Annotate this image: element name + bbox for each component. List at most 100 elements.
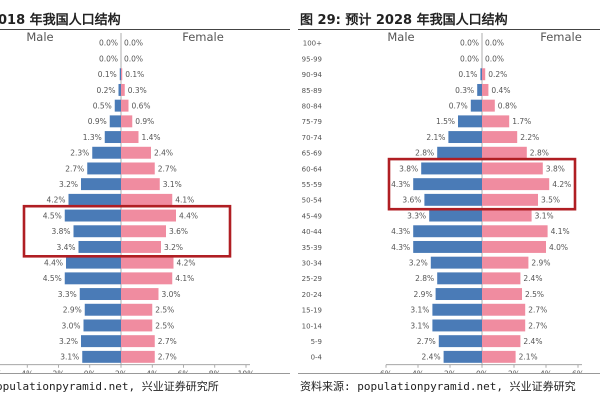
male-value-label: 0.0% (99, 39, 118, 48)
female-value-label: 0.0% (124, 39, 143, 48)
legend-female: Female (540, 31, 582, 44)
male-value-label: 4.3% (391, 243, 410, 252)
male-value-label: 2.9% (63, 306, 82, 315)
female-value-label: 2.1% (519, 353, 538, 362)
male-bar (114, 99, 121, 112)
male-bar (437, 272, 482, 285)
female-bar (121, 303, 153, 316)
age-group-label: 90-94 (302, 71, 323, 79)
male-bar (79, 288, 121, 301)
x-tick-label: 4% (21, 370, 33, 373)
age-group-label: 45-49 (302, 212, 322, 220)
female-bar (482, 162, 543, 175)
source-rule-left (0, 373, 290, 374)
male-bar (432, 303, 482, 316)
male-value-label: 2.8% (415, 274, 434, 283)
male-value-label: 0.7% (449, 101, 468, 110)
female-bar (121, 99, 129, 112)
x-tick-label: 4% (146, 370, 158, 373)
male-bar (109, 115, 121, 128)
female-bar (482, 83, 489, 96)
male-bar (413, 225, 482, 238)
male-bar (118, 83, 121, 96)
female-bar (482, 209, 532, 222)
male-value-label: 4.3% (391, 180, 410, 189)
female-bar (121, 83, 125, 96)
female-bar (482, 193, 538, 206)
male-value-label: 0.5% (93, 101, 112, 110)
male-bar (421, 162, 482, 175)
female-value-label: 4.4% (179, 211, 198, 220)
female-value-label: 4.1% (175, 274, 194, 283)
female-value-label: 0.2% (488, 70, 507, 79)
female-value-label: 0.0% (485, 54, 504, 63)
female-value-label: 2.5% (155, 321, 174, 330)
female-bar (482, 68, 486, 81)
male-value-label: 3.1% (410, 306, 429, 315)
male-value-label: 3.8% (51, 227, 70, 236)
male-value-label: 3.0% (61, 321, 80, 330)
male-value-label: 3.8% (399, 164, 418, 173)
male-bar (413, 178, 482, 191)
female-bar (121, 68, 123, 81)
population-pyramid-2018: Male Female 0.0% 0.0% 0.0% 0.0% 0.1% 0.1% 0.2% 0.… (0, 31, 254, 373)
male-value-label: 3.6% (402, 196, 421, 205)
female-value-label: 2.7% (158, 337, 177, 346)
male-bar (64, 209, 121, 222)
source-note-right: 资料来源: populationpyramid.net, 兴业证券研究 (300, 380, 576, 393)
female-value-label: 2.4% (154, 149, 173, 158)
female-bar (482, 335, 521, 348)
age-group-label: 20-24 (302, 291, 323, 299)
male-value-label: 3.3% (407, 211, 426, 220)
age-group-label: 80-84 (302, 102, 323, 110)
female-value-label: 2.7% (158, 353, 177, 362)
x-tick-label: 6% (380, 370, 392, 373)
male-value-label: 4.3% (391, 227, 410, 236)
male-value-label: 2.1% (426, 133, 445, 142)
male-value-label: 0.1% (458, 70, 477, 79)
female-bar (121, 115, 133, 128)
x-tick-label: 4% (412, 370, 424, 373)
age-group-label: 75-79 (302, 118, 322, 126)
age-group-label: 95-99 (302, 55, 322, 63)
male-value-label: 2.9% (414, 290, 433, 299)
legend-male: Male (26, 31, 53, 44)
male-bar (81, 335, 121, 348)
female-bar (482, 288, 522, 301)
female-bar (121, 288, 159, 301)
female-bar (482, 178, 550, 191)
female-bar (482, 350, 516, 363)
female-bar (482, 131, 518, 144)
source-note-left: opulationpyramid.net, 兴业证券研究所 (0, 380, 219, 393)
female-value-label: 0.0% (124, 54, 143, 63)
female-bar (121, 209, 176, 222)
male-value-label: 0.9% (88, 117, 107, 126)
age-group-label: 85-89 (302, 87, 322, 95)
female-value-label: 3.6% (169, 227, 188, 236)
female-value-label: 0.8% (498, 101, 517, 110)
male-bar (438, 335, 482, 348)
male-bar (430, 256, 482, 269)
x-tick-label: 6% (178, 370, 190, 373)
male-bar (470, 99, 482, 112)
age-group-label: 5-9 (311, 338, 322, 346)
population-pyramid-2028: Male Female 0.0% 0.0% 100+ 0.0% 0.0% 95-99 0.1% 0… (302, 31, 584, 373)
male-bar (82, 350, 121, 363)
female-bar (121, 146, 151, 159)
female-value-label: 1.4% (142, 133, 161, 142)
male-value-label: 3.4% (56, 243, 75, 252)
male-value-label: 2.7% (417, 337, 436, 346)
female-bar (121, 350, 155, 363)
female-bar (121, 178, 160, 191)
female-value-label: 2.5% (525, 290, 544, 299)
female-value-label: 0.1% (125, 70, 144, 79)
female-bar (482, 115, 510, 128)
male-value-label: 0.0% (99, 54, 118, 63)
male-value-label: 0.2% (96, 86, 115, 95)
male-bar (119, 68, 121, 81)
male-value-label: 2.3% (70, 149, 89, 158)
age-group-label: 100+ (303, 40, 322, 48)
female-value-label: 4.2% (552, 180, 571, 189)
age-group-label: 55-59 (302, 181, 322, 189)
